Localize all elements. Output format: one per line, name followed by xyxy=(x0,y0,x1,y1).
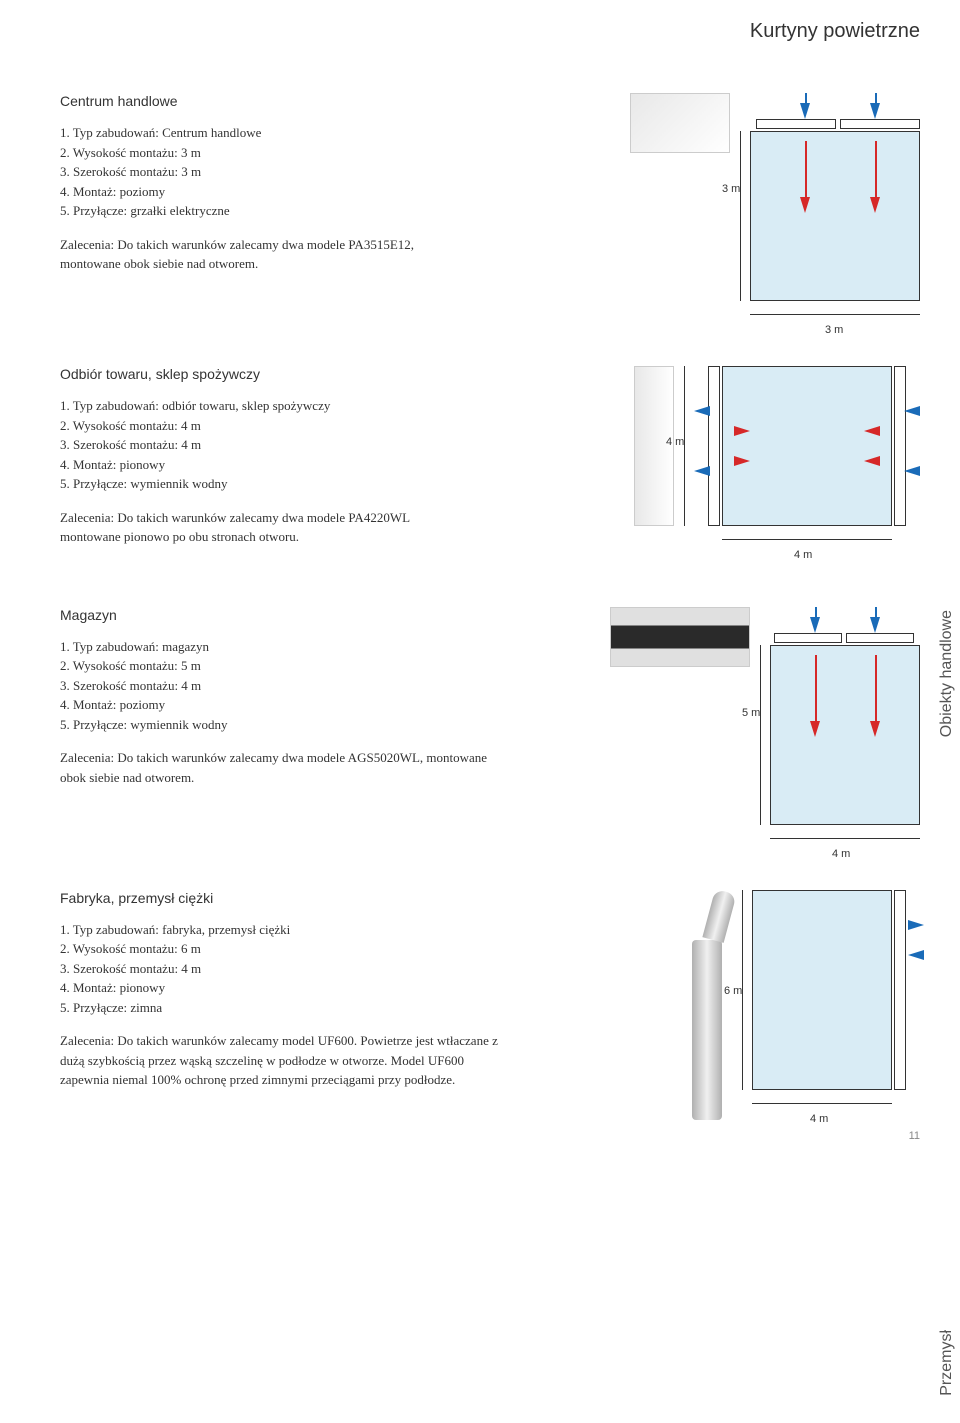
section-title: Centrum handlowe xyxy=(60,93,440,109)
page-title: Kurtyny powietrzne xyxy=(60,20,920,43)
width-label: 4 m xyxy=(794,549,812,561)
spec-item: 2. Wysokość montażu: 3 m xyxy=(60,143,440,163)
spec-list: 1. Typ zabudowań: odbiór towaru, sklep s… xyxy=(60,396,440,494)
spec-item: 4. Montaż: pionowy xyxy=(60,978,500,998)
section-text: Centrum handlowe 1. Typ zabudowań: Centr… xyxy=(60,93,440,274)
spec-item: 4. Montaż: poziomy xyxy=(60,695,500,715)
product-image-cylinder xyxy=(682,890,732,1110)
spec-item: 3. Szerokość montażu: 4 m xyxy=(60,676,500,696)
recommendation: Zalecenia: Do takich warunków zalecamy d… xyxy=(60,748,500,787)
section-illustration: 5 m 4 m xyxy=(530,607,920,830)
height-label: 5 m xyxy=(742,707,760,719)
recommendation: Zalecenia: Do takich warunków zalecamy m… xyxy=(60,1031,500,1090)
height-label: 4 m xyxy=(666,436,684,448)
spec-item: 1. Typ zabudowań: odbiór towaru, sklep s… xyxy=(60,396,440,416)
spec-item: 3. Szerokość montażu: 4 m xyxy=(60,959,500,979)
spec-item: 4. Montaż: poziomy xyxy=(60,182,440,202)
section-title: Odbiór towaru, sklep spożywczy xyxy=(60,366,440,382)
section-title: Magazyn xyxy=(60,607,500,623)
spec-item: 4. Montaż: pionowy xyxy=(60,455,440,475)
section-title: Fabryka, przemysł ciężki xyxy=(60,890,500,906)
recommendation: Zalecenia: Do takich warunków zalecamy d… xyxy=(60,508,440,547)
spec-list: 1. Typ zabudowań: Centrum handlowe 2. Wy… xyxy=(60,123,440,221)
recommendation: Zalecenia: Do takich warunków zalecamy d… xyxy=(60,235,440,274)
section-text: Odbiór towaru, sklep spożywczy 1. Typ za… xyxy=(60,366,440,547)
spec-item: 5. Przyłącze: grzałki elektryczne xyxy=(60,201,440,221)
side-tab-obiekty: Obiekty handlowe xyxy=(934,600,960,747)
section-text: Magazyn 1. Typ zabudowań: magazyn 2. Wys… xyxy=(60,607,500,788)
section-illustration: 4 m 4 m xyxy=(470,366,920,531)
spec-item: 2. Wysokość montażu: 4 m xyxy=(60,416,440,436)
product-image-dark xyxy=(610,607,750,667)
spec-item: 5. Przyłącze: wymiennik wodny xyxy=(60,474,440,494)
page-number: 11 xyxy=(909,1130,920,1142)
section-fabryka: Fabryka, przemysł ciężki 1. Typ zabudowa… xyxy=(60,890,920,1110)
product-image-horizontal xyxy=(630,93,730,153)
width-label: 4 m xyxy=(810,1113,828,1125)
width-label: 4 m xyxy=(832,848,850,860)
spec-item: 3. Szerokość montażu: 4 m xyxy=(60,435,440,455)
section-text: Fabryka, przemysł ciężki 1. Typ zabudowa… xyxy=(60,890,500,1090)
spec-item: 1. Typ zabudowań: magazyn xyxy=(60,637,500,657)
height-label: 3 m xyxy=(722,183,740,195)
diagram-fabryka xyxy=(752,890,920,1090)
spec-item: 3. Szerokość montażu: 3 m xyxy=(60,162,440,182)
side-tab-przemysl: Przemysł xyxy=(934,1320,960,1406)
width-label: 3 m xyxy=(825,324,843,336)
section-centrum: Centrum handlowe 1. Typ zabudowań: Centr… xyxy=(60,93,920,306)
diagram-centrum xyxy=(750,93,920,301)
spec-list: 1. Typ zabudowań: magazyn 2. Wysokość mo… xyxy=(60,637,500,735)
spec-item: 2. Wysokość montażu: 6 m xyxy=(60,939,500,959)
spec-item: 5. Przyłącze: zimna xyxy=(60,998,500,1018)
spec-item: 1. Typ zabudowań: Centrum handlowe xyxy=(60,123,440,143)
section-illustration: 3 m 3 m xyxy=(470,93,920,306)
diagram-odbior xyxy=(694,366,920,526)
spec-item: 2. Wysokość montażu: 5 m xyxy=(60,656,500,676)
section-magazyn: Magazyn 1. Typ zabudowań: magazyn 2. Wys… xyxy=(60,607,920,830)
height-label: 6 m xyxy=(724,985,742,997)
spec-item: 5. Przyłącze: wymiennik wodny xyxy=(60,715,500,735)
diagram-magazyn xyxy=(770,607,920,825)
section-illustration: 6 m 4 m xyxy=(530,890,920,1110)
spec-list: 1. Typ zabudowań: fabryka, przemysł cięż… xyxy=(60,920,500,1018)
spec-item: 1. Typ zabudowań: fabryka, przemysł cięż… xyxy=(60,920,500,940)
section-odbior: Odbiór towaru, sklep spożywczy 1. Typ za… xyxy=(60,366,920,547)
